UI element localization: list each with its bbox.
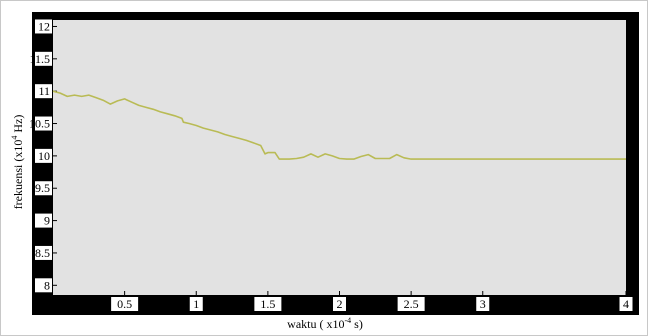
x-axis-title: waktu ( x10-4 s)	[287, 316, 363, 331]
x-tick-label-bg	[189, 297, 203, 311]
series-line	[52, 90, 626, 160]
x-tick-label: 2	[337, 297, 343, 311]
x-tick-label: 1.5	[260, 297, 275, 311]
y-tick-label: 9	[44, 214, 50, 228]
y-tick-label: 12	[38, 19, 50, 33]
y-ticks: 8 8.5 9 9.5 10 10.5 11 11.5 12	[29, 19, 57, 293]
y-tick-label-bg	[35, 278, 52, 293]
x-tick-label-bg	[619, 297, 633, 311]
x-axis-title-unit: s)	[351, 317, 363, 331]
y-axis-title-unit: Hz)	[11, 115, 25, 136]
y-axis-title-exponent: 4	[10, 136, 19, 140]
y-tick-label: 10.5	[29, 117, 50, 131]
y-tick-label: 11.5	[29, 52, 50, 66]
plot-area	[53, 20, 626, 295]
x-tick-label-bg	[397, 297, 425, 311]
x-tick-label: 4	[623, 297, 629, 311]
y-axis-title: frekuensi (x104 Hz)	[10, 115, 25, 210]
y-tick-label-bg	[35, 51, 52, 66]
y-tick-label: 8.5	[35, 246, 50, 260]
y-tick-label-bg	[35, 245, 52, 260]
x-tick-label-bg	[333, 297, 346, 311]
y-tick-label-bg	[35, 116, 52, 131]
x-tick-label-bg	[254, 297, 282, 311]
y-tick-label: 8	[44, 278, 50, 292]
x-axis-title-exponent: -4	[344, 316, 351, 325]
y-tick-label-bg	[35, 148, 52, 163]
x-ticks: 0.5 1 1.5 2 2.5 3 4	[111, 291, 633, 311]
y-tick-label: 10	[38, 149, 50, 163]
y-tick-label-bg	[35, 84, 52, 99]
x-tick-label: 0.5	[117, 297, 132, 311]
x-tick-label: 2.5	[404, 297, 419, 311]
x-tick-label-bg	[111, 297, 139, 311]
x-tick-label-bg	[476, 297, 490, 311]
y-tick-label-bg	[35, 213, 52, 228]
series-layer	[52, 90, 626, 160]
x-tick-label: 3	[480, 297, 486, 311]
x-axis-title-main: waktu ( x10	[287, 317, 344, 331]
y-tick-label: 11	[38, 84, 50, 98]
y-tick-label: 9.5	[35, 181, 50, 195]
y-tick-label-bg	[35, 181, 52, 196]
y-axis-title-main: frekuensi (x10	[11, 140, 25, 210]
y-tick-label-bg	[35, 19, 52, 34]
x-tick-label: 1	[193, 297, 199, 311]
